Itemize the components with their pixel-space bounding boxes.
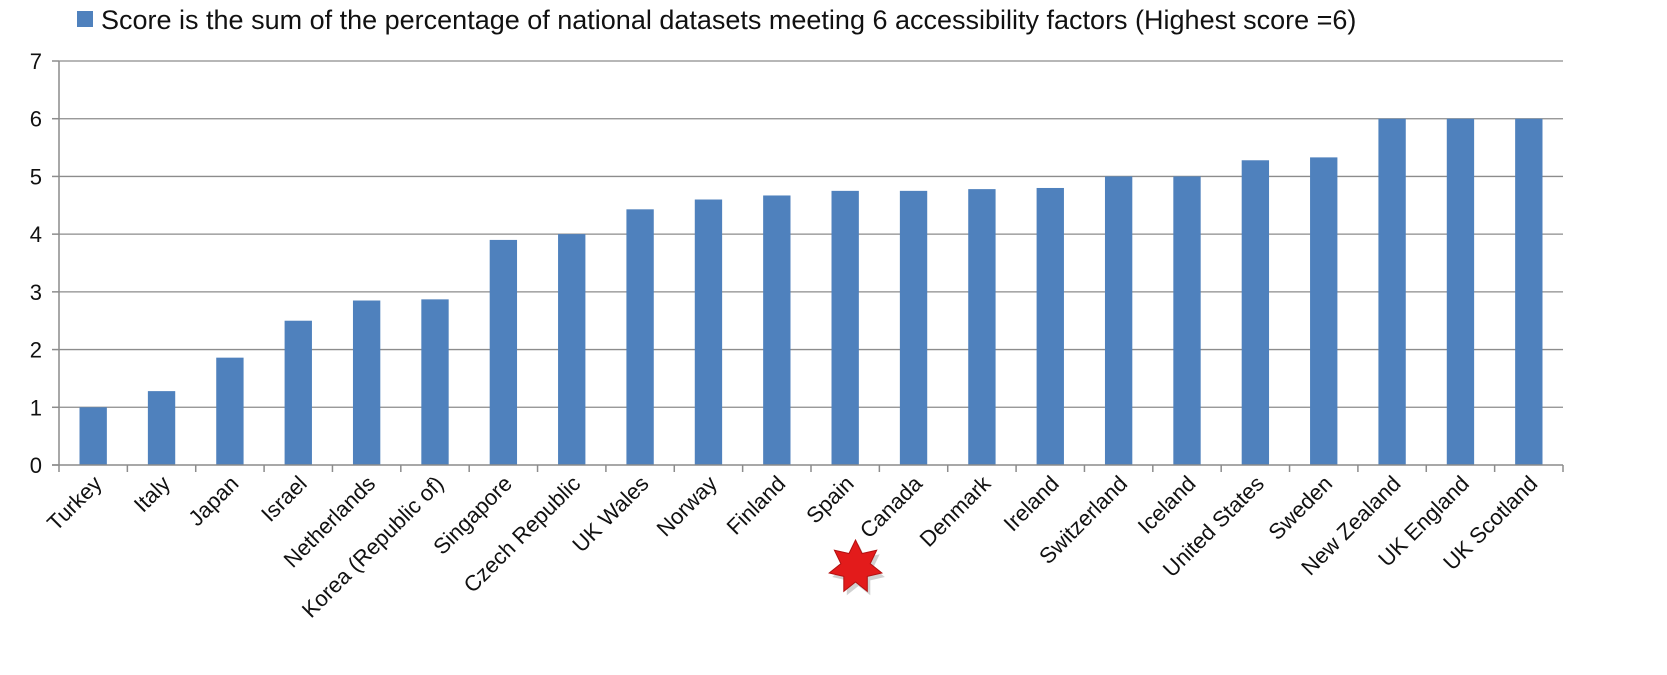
- bar: [695, 200, 722, 465]
- bar: [216, 358, 243, 465]
- y-tick-label: 6: [30, 107, 42, 132]
- bar: [558, 234, 585, 465]
- legend-label: Score is the sum of the percentage of na…: [101, 5, 1356, 35]
- x-tick-label: Finland: [722, 471, 791, 540]
- bar: [1378, 119, 1405, 465]
- y-tick-label: 0: [30, 453, 42, 478]
- x-tick-label: Israel: [256, 471, 312, 527]
- x-tick-label: Italy: [129, 471, 175, 517]
- bar: [900, 191, 927, 465]
- bar: [148, 391, 175, 465]
- x-tick-label: Norway: [652, 471, 722, 541]
- y-tick-label: 4: [30, 222, 42, 247]
- bar: [1242, 160, 1269, 465]
- x-tick-label: Japan: [183, 471, 243, 531]
- markers: [829, 540, 885, 595]
- legend: Score is the sum of the percentage of na…: [77, 5, 1356, 35]
- bar: [1037, 188, 1064, 465]
- bar: [490, 240, 517, 465]
- bar: [968, 189, 995, 465]
- y-tick-label: 3: [30, 280, 42, 305]
- x-tick-label: Turkey: [42, 471, 107, 536]
- x-tick-label: Iceland: [1133, 471, 1201, 539]
- y-tick-label: 2: [30, 338, 42, 363]
- bar: [421, 299, 448, 465]
- y-tick-label: 7: [30, 49, 42, 74]
- bar: [1515, 119, 1542, 465]
- x-tick-label: Denmark: [915, 470, 996, 551]
- bar: [832, 191, 859, 465]
- legend-swatch: [77, 11, 93, 27]
- x-tick-label: Czech Republic: [459, 471, 586, 598]
- bar: [80, 407, 107, 465]
- bar: [1447, 119, 1474, 465]
- y-tick-label: 5: [30, 164, 42, 189]
- y-axis-ticks: 0 1 2 3 4 5 6 7: [30, 49, 59, 478]
- bar: [626, 209, 653, 465]
- bar: [1310, 157, 1337, 465]
- y-tick-label: 1: [30, 395, 42, 420]
- x-tick-label: Spain: [801, 471, 858, 528]
- bar: [1105, 176, 1132, 465]
- bar: [1173, 176, 1200, 465]
- bar: [353, 301, 380, 465]
- bar: [285, 321, 312, 465]
- bar: [763, 195, 790, 465]
- x-tick-label: Ireland: [999, 471, 1064, 536]
